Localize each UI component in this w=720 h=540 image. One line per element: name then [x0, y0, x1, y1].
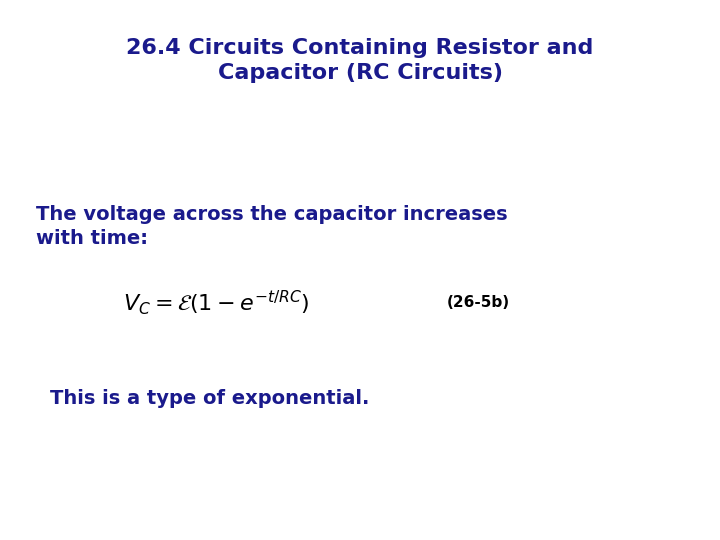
- Text: This is a type of exponential.: This is a type of exponential.: [50, 389, 370, 408]
- Text: 26.4 Circuits Containing Resistor and
Capacitor (RC Circuits): 26.4 Circuits Containing Resistor and Ca…: [126, 38, 594, 83]
- Text: $V_C = \mathcal{E}(1 - e^{-t/RC})$: $V_C = \mathcal{E}(1 - e^{-t/RC})$: [123, 288, 309, 317]
- Text: The voltage across the capacitor increases
with time:: The voltage across the capacitor increas…: [36, 205, 508, 248]
- Text: (26-5b): (26-5b): [446, 295, 510, 310]
